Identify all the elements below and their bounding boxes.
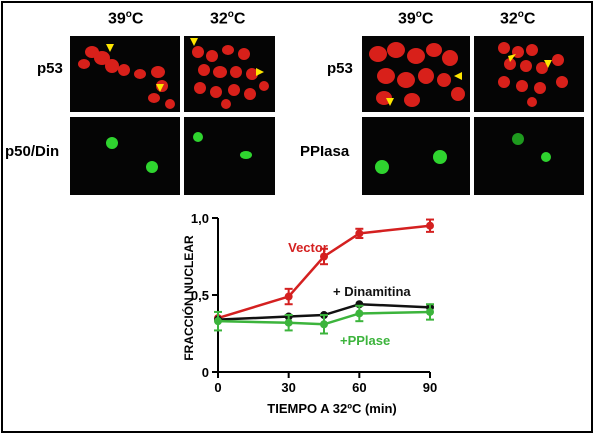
- x-tick-label: 30: [281, 380, 295, 395]
- left-col-header-39: 39oC: [108, 9, 144, 28]
- data-point: [320, 320, 328, 329]
- data-point: [284, 292, 293, 301]
- y-axis-label: FRACCIÓN NUCLEAR: [181, 235, 196, 361]
- right-col-header-39: 39oC: [398, 9, 434, 28]
- data-point: [355, 229, 364, 238]
- y-tick-label: 1,0: [191, 211, 209, 226]
- left-row-label-p53: p53: [37, 60, 63, 77]
- micrograph-p53-32-left: [184, 36, 275, 112]
- x-axis-label: TIEMPO A 32ºC (min): [267, 401, 396, 416]
- data-point: [284, 318, 293, 327]
- left-col-header-32: 32oC: [210, 9, 246, 28]
- micrograph-p50din-32: [184, 117, 275, 195]
- micrograph-p53-39-right: [362, 36, 470, 112]
- series-label: +PPlase: [340, 333, 390, 348]
- x-tick-label: 0: [214, 380, 221, 395]
- right-row-label-p53: p53: [327, 60, 353, 77]
- green-cells-image: [193, 132, 252, 159]
- series-label: + Dinamitina: [333, 284, 411, 299]
- x-tick-label: 60: [352, 380, 366, 395]
- red-cells-image: [78, 44, 175, 109]
- data-point: [426, 307, 434, 316]
- right-row-label-ppiasa: PPIasa: [300, 143, 350, 160]
- series-label: Vector: [288, 240, 328, 255]
- right-col-header-32: 32oC: [500, 9, 536, 28]
- y-tick-label: 0,5: [191, 288, 209, 303]
- green-cells-image: [512, 133, 551, 162]
- micrograph-p53-32-right: [474, 36, 584, 112]
- green-cells-image: [375, 150, 447, 174]
- y-tick-label: 0: [202, 365, 209, 380]
- micrograph-ppiasa-32: [474, 117, 584, 195]
- x-tick-label: 90: [423, 380, 437, 395]
- left-row-label-p50din: p50/Din: [5, 143, 60, 160]
- green-cells-image: [106, 137, 158, 173]
- data-point: [355, 309, 364, 318]
- data-point: [214, 317, 222, 326]
- micrograph-ppiasa-39: [362, 117, 470, 195]
- micrograph-p53-39-left: [70, 36, 180, 112]
- red-cells-image: [498, 42, 568, 107]
- micrograph-p50din-39: [70, 117, 180, 195]
- red-cells-image: [369, 42, 465, 107]
- data-point: [320, 252, 328, 261]
- red-cells-image: [190, 38, 269, 109]
- data-point: [426, 221, 434, 230]
